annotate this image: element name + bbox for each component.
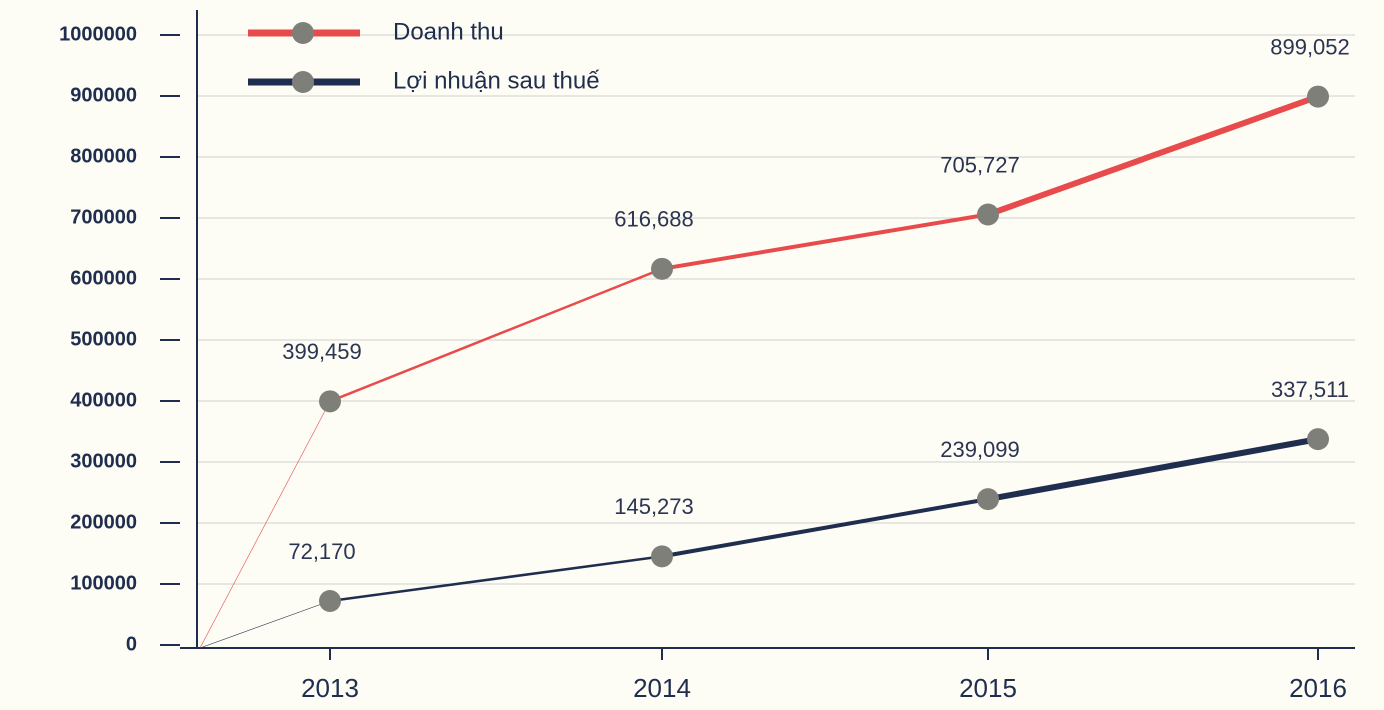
series-segment <box>328 555 664 603</box>
value-label: 899,052 <box>1270 34 1350 59</box>
series-segment <box>660 212 990 271</box>
legend-label: Doanh thu <box>393 18 504 45</box>
y-tick-label: 800000 <box>70 145 137 167</box>
value-label: 705,727 <box>940 152 1020 177</box>
data-point <box>1307 85 1329 108</box>
data-point <box>319 390 341 413</box>
series-segment <box>660 497 990 559</box>
data-point <box>319 589 341 612</box>
y-tick-label: 200000 <box>70 511 137 533</box>
y-tick-label: 300000 <box>70 450 137 472</box>
x-tick-label: 2013 <box>301 673 359 703</box>
value-label: 616,688 <box>614 207 694 232</box>
legend-marker <box>292 22 314 44</box>
series-segment <box>328 267 664 403</box>
series-segment <box>985 93 1321 218</box>
x-tick-label: 2016 <box>1289 673 1347 703</box>
data-point <box>977 203 999 226</box>
value-label: 399,459 <box>282 339 362 364</box>
y-tick-label: 1000000 <box>59 23 137 45</box>
series-lead <box>199 600 331 649</box>
y-tick-label: 500000 <box>70 328 137 350</box>
y-tick-label: 100000 <box>70 572 137 594</box>
y-tick-label: 700000 <box>70 206 137 228</box>
value-label: 337,511 <box>1271 377 1349 402</box>
series-lead <box>199 401 331 649</box>
y-tick-label: 400000 <box>70 389 137 411</box>
legend-marker <box>292 71 314 93</box>
x-tick-label: 2014 <box>633 673 691 703</box>
value-label: 145,273 <box>614 494 694 519</box>
x-tick-label: 2015 <box>959 673 1017 703</box>
value-label: 239,099 <box>940 437 1020 462</box>
y-tick-label: 600000 <box>70 267 137 289</box>
data-point <box>977 488 999 511</box>
y-tick-label: 0 <box>126 633 137 655</box>
data-point <box>1307 428 1329 451</box>
data-point <box>651 545 673 568</box>
series-segment <box>985 436 1321 503</box>
data-point <box>651 257 673 280</box>
value-label: 72,170 <box>288 539 355 564</box>
legend-label: Lợi nhuận sau thuế <box>393 67 600 94</box>
y-tick-label: 900000 <box>70 84 137 106</box>
